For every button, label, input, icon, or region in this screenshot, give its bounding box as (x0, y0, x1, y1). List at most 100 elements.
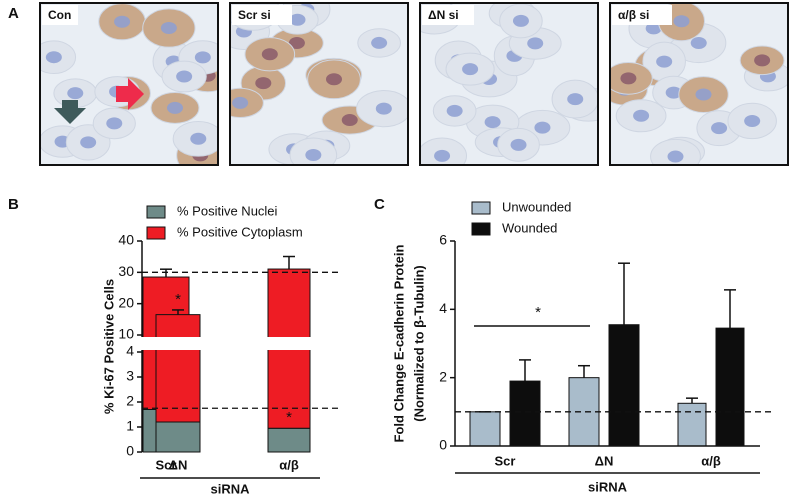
nucleus (667, 150, 684, 163)
y-axis-label: (Normalized to β-Tubulin) (411, 265, 426, 421)
nucleus (567, 93, 584, 106)
cells (230, 3, 408, 165)
nucleus (510, 138, 527, 151)
image-label: ΔN si (428, 8, 459, 22)
legend-swatch (471, 201, 491, 215)
micrograph: α/β si (609, 2, 789, 166)
nucleus (176, 70, 193, 83)
legend-label: % Positive Cytoplasm (177, 224, 303, 239)
nucleus (695, 88, 712, 101)
y-tick-label: 10 (118, 326, 134, 342)
nucleus (754, 54, 771, 67)
y-tick-label: 4 (439, 300, 447, 316)
nucleus (261, 48, 278, 61)
y-tick-label: 1 (126, 418, 134, 434)
legend-swatch (146, 226, 166, 240)
nucleus (633, 109, 650, 122)
group-label: siRNA (588, 479, 628, 494)
image-border (39, 2, 219, 166)
nucleus (645, 22, 662, 35)
image-label: Scr si (238, 8, 271, 22)
nucleus (527, 37, 544, 50)
nucleus (80, 136, 97, 149)
nucleus (190, 132, 207, 145)
image-label: α/β si (618, 8, 649, 22)
legend-label: Wounded (502, 220, 557, 235)
nucleus (534, 121, 551, 134)
y-axis-label: Fold Change E-cadherin Protein (391, 244, 406, 442)
image-border (419, 2, 599, 166)
nucleus (446, 104, 463, 117)
nucleus (289, 13, 306, 26)
nucleus (106, 117, 123, 130)
label-bg (232, 5, 292, 25)
label-bg (422, 5, 474, 25)
nucleus (656, 55, 673, 68)
nucleus (167, 101, 184, 114)
bar (155, 314, 201, 423)
nucleus (194, 51, 211, 64)
nucleus (341, 114, 358, 127)
y-tick-label: 3 (126, 368, 134, 384)
nucleus (255, 77, 272, 90)
x-tick-label: α/β (279, 457, 299, 472)
legend-swatch (471, 222, 491, 236)
x-tick-label: Scr (156, 457, 177, 472)
y-axis-label: % Ki-67 Positive Cells (101, 279, 116, 414)
arrow (116, 78, 144, 110)
y-tick-label: 2 (439, 368, 447, 384)
cells (420, 3, 598, 165)
bar (608, 324, 640, 447)
nucleus (325, 73, 342, 86)
micrograph: Con (39, 2, 219, 166)
nucleus (114, 15, 131, 28)
nucleus (512, 14, 529, 27)
cells (610, 3, 788, 165)
significance: * (535, 304, 541, 321)
legend-swatch (146, 205, 166, 219)
legend-label: % Positive Nuclei (177, 203, 278, 218)
x-tick-label: ΔN (169, 457, 188, 472)
nucleus (160, 22, 177, 35)
panel-label: B (8, 196, 19, 213)
nucleus (371, 36, 388, 49)
nucleus (305, 148, 322, 161)
y-tick-label: 2 (126, 393, 134, 409)
image-label: Con (48, 8, 71, 22)
nucleus (434, 149, 451, 162)
image-border (229, 2, 409, 166)
bar (469, 411, 501, 447)
arrow (54, 100, 86, 124)
legend-label: Unwounded (502, 199, 571, 214)
x-tick-label: ΔN (595, 453, 614, 468)
bar (267, 427, 311, 453)
y-tick-label: 30 (118, 263, 134, 279)
bar (715, 327, 745, 447)
nucleus (620, 72, 637, 85)
nucleus (232, 96, 249, 109)
bar (677, 402, 707, 447)
y-tick-label: 0 (126, 443, 134, 459)
nucleus (744, 114, 761, 127)
significance: * (286, 409, 292, 426)
nucleus (673, 15, 690, 28)
y-tick-label: 20 (118, 294, 134, 310)
micrograph: Scr si (229, 2, 409, 166)
nucleus (67, 87, 84, 100)
x-tick-label: Scr (495, 453, 516, 468)
nucleus (45, 51, 62, 64)
significance: * (175, 291, 181, 308)
nucleus (665, 86, 682, 99)
label-bg (42, 5, 78, 25)
nucleus (711, 122, 728, 135)
y-tick-label: 6 (439, 232, 447, 248)
cells (40, 3, 218, 165)
nucleus (484, 116, 501, 129)
y-tick-label: 40 (118, 232, 134, 248)
image-border (609, 2, 789, 166)
nucleus (288, 37, 305, 50)
label-bg (612, 5, 672, 25)
x-tick-label: α/β (701, 453, 721, 468)
bar (568, 377, 600, 447)
